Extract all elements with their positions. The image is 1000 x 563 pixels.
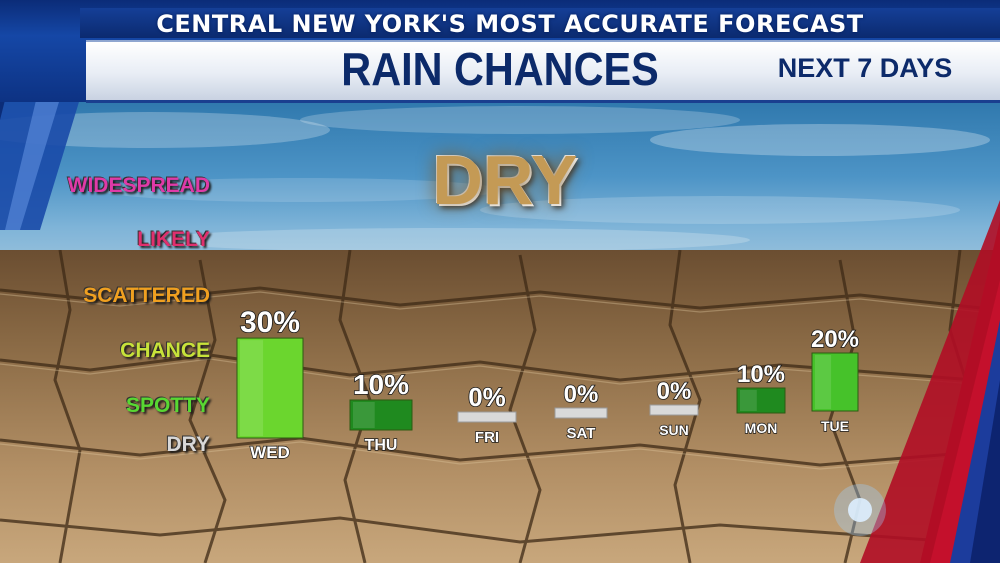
right-swoosh-graphic	[834, 200, 1000, 563]
ground-cracks	[0, 250, 1000, 563]
value-label-sun: 0%	[657, 378, 692, 405]
sky-background	[0, 100, 1000, 270]
day-label-sun: SUN	[659, 422, 689, 438]
category-label-scattered: SCATTERED	[83, 284, 210, 307]
bar-shine-mon	[740, 390, 757, 411]
category-label-spotty: SPOTTY	[125, 394, 210, 417]
bar-thu	[349, 399, 413, 431]
header-subtitle-strip	[80, 8, 1000, 38]
header-title-strip	[86, 40, 1000, 103]
day-label-thu: THU	[365, 437, 398, 454]
category-label-dry: DRY	[166, 433, 210, 456]
category-label-chance: CHANCE	[120, 339, 210, 362]
day-label-sat: SAT	[567, 425, 596, 442]
day-label-fri: FRI	[475, 429, 499, 446]
value-label-mon: 10%	[737, 361, 785, 388]
header-subtitle: CENTRAL NEW YORK'S MOST ACCURATE FORECAS…	[156, 10, 864, 38]
clouds	[0, 106, 990, 252]
dry-badge: DRY	[432, 141, 578, 219]
bar-shine-wed	[240, 340, 264, 436]
bar-sat	[554, 407, 608, 419]
category-label-likely: LIKELY	[137, 228, 210, 251]
value-label-thu: 10%	[353, 369, 409, 400]
day-label-wed: WED	[250, 443, 290, 462]
bar-wed	[236, 337, 304, 439]
category-label-widespread: WIDESPREAD	[67, 174, 210, 197]
value-label-wed: 30%	[240, 306, 300, 339]
bar-tue	[811, 352, 859, 412]
bar-shine-tue	[815, 355, 832, 409]
value-label-tue: 20%	[811, 326, 859, 353]
day-label-tue: TUE	[821, 418, 849, 434]
chart-title: RAIN CHANCES	[341, 43, 659, 95]
day-label-mon: MON	[745, 420, 778, 436]
forecast-period: NEXT 7 DAYS	[777, 53, 953, 83]
bar-shine-thu	[353, 402, 375, 428]
value-label-fri: 0%	[468, 382, 506, 412]
bar-mon	[736, 387, 786, 414]
value-label-sat: 0%	[564, 381, 599, 408]
bar-fri	[457, 411, 517, 423]
bar-sun	[649, 404, 699, 416]
